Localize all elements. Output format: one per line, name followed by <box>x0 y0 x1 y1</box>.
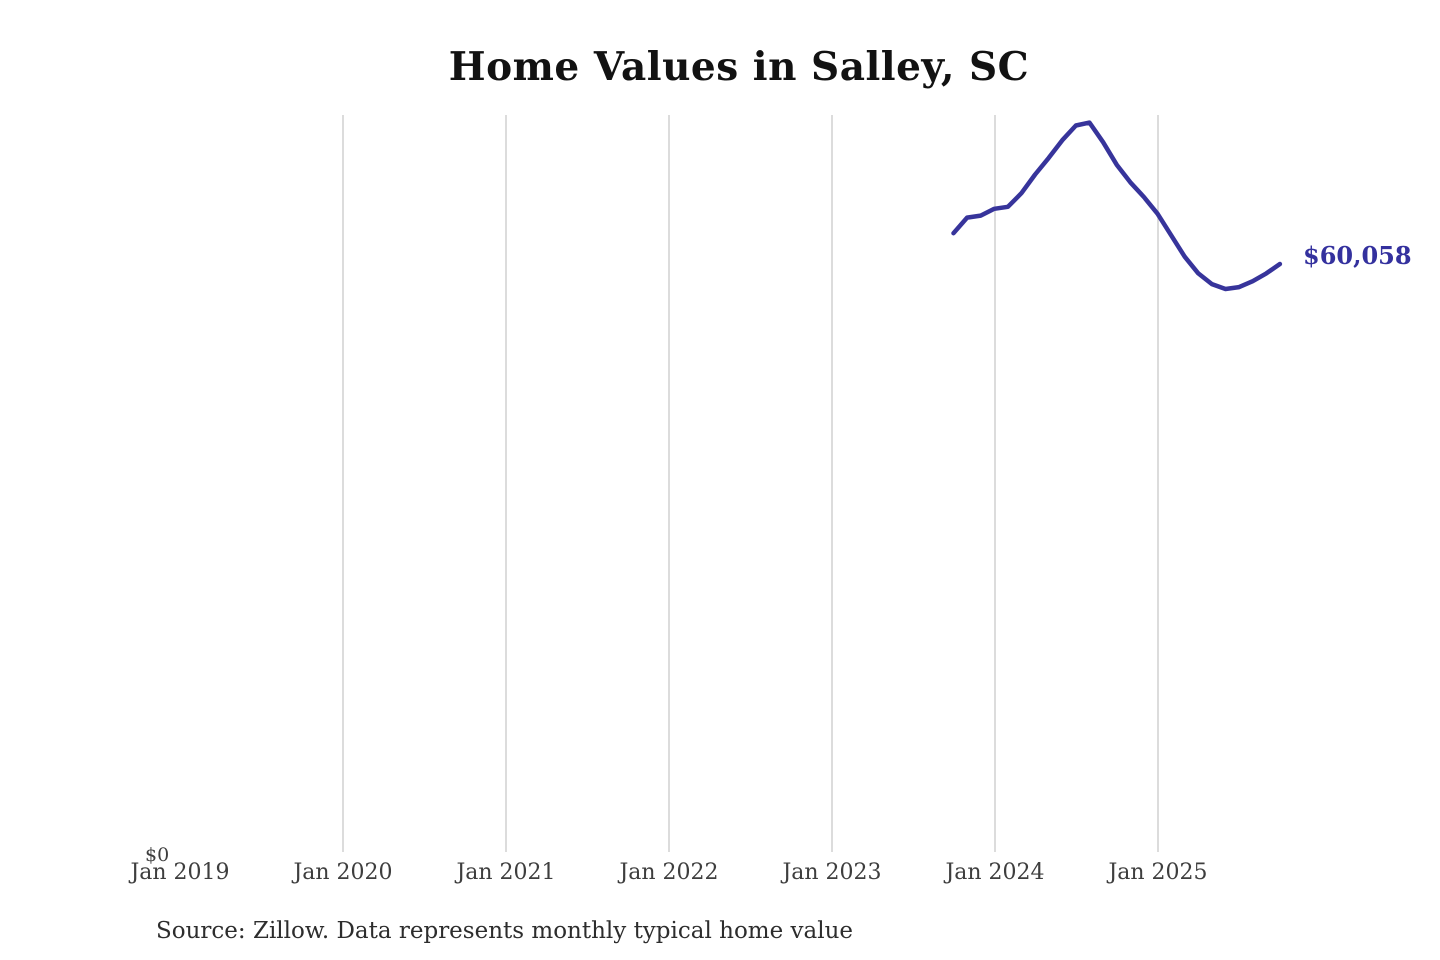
line-end-value-label: $60,058 <box>1303 241 1412 270</box>
y-axis-zero-label: $0 <box>145 844 170 866</box>
x-tick-label: Jan 2024 <box>943 860 1044 885</box>
x-tick-label: Jan 2021 <box>454 860 555 885</box>
source-note: Source: Zillow. Data represents monthly … <box>156 918 854 944</box>
chart-title: Home Values in Salley, SC <box>448 44 1030 90</box>
x-tick-label: Jan 2022 <box>617 860 718 885</box>
x-tick-label: Jan 2025 <box>1106 860 1207 885</box>
x-tick-label: Jan 2020 <box>291 860 392 885</box>
home-value-line-series <box>951 120 1283 292</box>
x-tick-label: Jan 2019 <box>128 860 229 885</box>
x-tick-label: Jan 2023 <box>780 860 881 885</box>
